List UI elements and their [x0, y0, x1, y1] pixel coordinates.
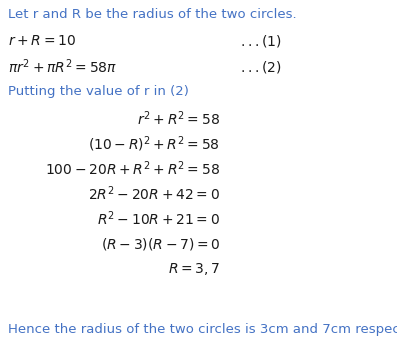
- Text: $...(2)$: $...(2)$: [240, 59, 282, 75]
- Text: $2R^2 - 20R + 42 = 0$: $2R^2 - 20R + 42 = 0$: [88, 185, 220, 203]
- Text: $\pi r^2 + \pi R^2 = 58\pi$: $\pi r^2 + \pi R^2 = 58\pi$: [8, 58, 117, 76]
- Text: $(R - 3)(R - 7) = 0$: $(R - 3)(R - 7) = 0$: [100, 236, 220, 252]
- Text: $100 - 20R + R^2 + R^2 = 58$: $100 - 20R + R^2 + R^2 = 58$: [45, 160, 220, 178]
- Text: $R = 3, 7$: $R = 3, 7$: [168, 261, 220, 277]
- Text: $R^2 - 10R + 21 = 0$: $R^2 - 10R + 21 = 0$: [97, 210, 220, 228]
- Text: Let r and R be the radius of the two circles.: Let r and R be the radius of the two cir…: [8, 8, 297, 20]
- Text: $r^2 + R^2 = 58$: $r^2 + R^2 = 58$: [137, 110, 220, 128]
- Text: Putting the value of r in (2): Putting the value of r in (2): [8, 85, 189, 98]
- Text: $...(1)$: $...(1)$: [240, 33, 282, 49]
- Text: Hence the radius of the two circles is 3cm and 7cm respectively.: Hence the radius of the two circles is 3…: [8, 322, 397, 336]
- Text: $(10 - R)^2 + R^2 = 58$: $(10 - R)^2 + R^2 = 58$: [88, 134, 220, 154]
- Text: $r + R = 10$: $r + R = 10$: [8, 34, 76, 48]
